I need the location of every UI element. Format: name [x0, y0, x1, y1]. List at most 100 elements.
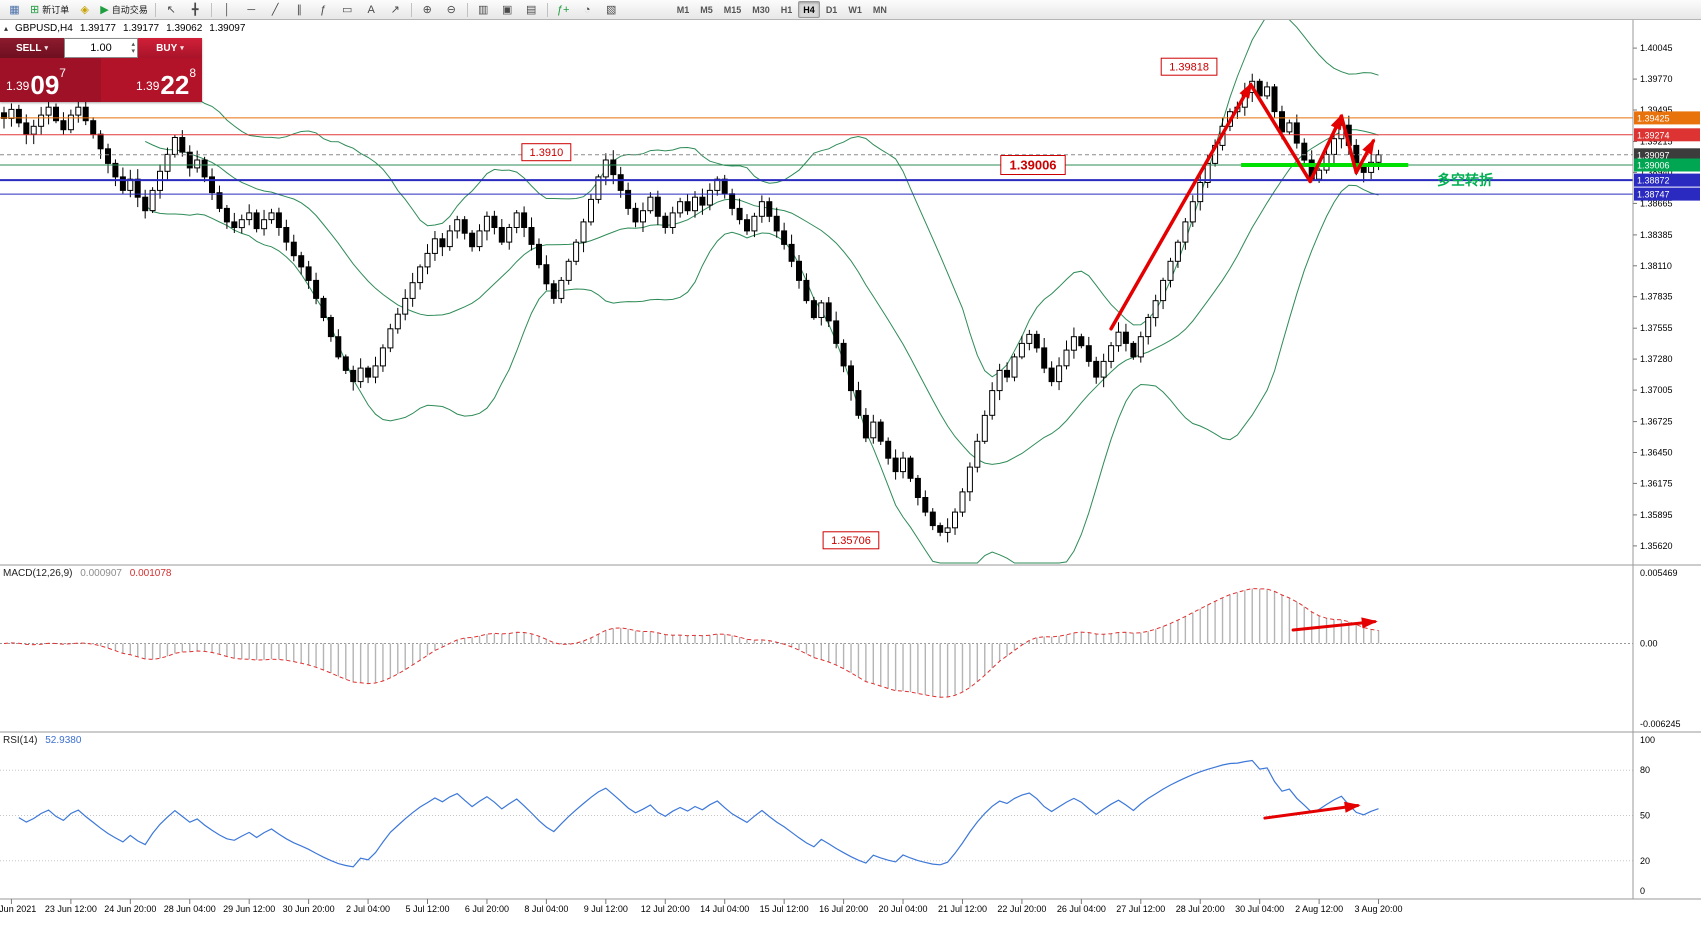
period-icon[interactable]: ◔ [576, 0, 599, 19]
sell-button[interactable]: SELL ▾ [0, 38, 64, 58]
svg-text:1.38940: 1.38940 [1640, 167, 1673, 177]
svg-text:22 Jun 2021: 22 Jun 2021 [0, 904, 36, 914]
macd-pane [0, 588, 1633, 698]
signals-icon: ◈ [80, 4, 89, 16]
cursor-icon: ↖ [166, 4, 176, 16]
ask-price[interactable]: 1.39 22 8 [101, 58, 202, 102]
vertical-line-icon[interactable]: │ [216, 0, 239, 19]
svg-text:-0.006245: -0.006245 [1640, 719, 1681, 729]
volume-input[interactable]: 1.00 ▴ ▾ [64, 38, 138, 58]
bid-price[interactable]: 1.39 09 7 [0, 58, 101, 102]
svg-text:1.38385: 1.38385 [1640, 230, 1673, 240]
chart-canvas[interactable]: 1.3910 1.39818 1.39006 1.35706 1.40045 1.3977… [0, 20, 1701, 939]
trade-panel-toggle-icon[interactable]: ▴ [4, 24, 9, 33]
trendline-icon[interactable]: ╱ [264, 0, 287, 19]
indicators-icon[interactable]: ƒ+ [552, 0, 575, 19]
svg-text:22 Jul 20:00: 22 Jul 20:00 [997, 904, 1046, 914]
axis-frame [0, 20, 1701, 900]
terminal-icon: ▦ [9, 4, 20, 16]
svg-text:14 Jul 04:00: 14 Jul 04:00 [700, 904, 749, 914]
svg-text:1.35895: 1.35895 [1640, 510, 1673, 520]
callout-box[interactable] [521, 143, 572, 162]
timeframe-d1[interactable]: D1 [825, 4, 838, 15]
svg-text:1.39818: 1.39818 [1169, 62, 1209, 74]
ask-price-head: 1.39 [136, 79, 160, 93]
timeframe-w1[interactable]: W1 [848, 4, 862, 15]
svg-text:30 Jul 04:00: 30 Jul 04:00 [1235, 904, 1284, 914]
cascade-windows-icon: ▣ [502, 4, 513, 16]
toolbar-separator [410, 2, 412, 17]
price-axis[interactable]: 1.40045 1.39770 1.39495 1.39215 1.38940 1.386… [1633, 43, 1681, 896]
text-icon[interactable]: A [360, 0, 383, 19]
toolbar-separator [154, 2, 156, 17]
svg-text:100: 100 [1640, 735, 1655, 745]
zoom-in-icon[interactable]: ⊕ [416, 0, 439, 19]
new-order-button[interactable]: ⊞ 新订单 [27, 0, 72, 19]
timeframe-m1[interactable]: M1 [676, 4, 690, 15]
svg-text:1.37005: 1.37005 [1640, 385, 1673, 395]
trend-arrows-layer[interactable] [1109, 82, 1376, 331]
fibonacci-icon[interactable]: ƒ [312, 0, 335, 19]
cursor-icon[interactable]: ↖ [160, 0, 183, 19]
tile-windows-icon[interactable]: ▥ [472, 0, 495, 19]
horizontal-lines-layer[interactable] [0, 117, 1633, 195]
autotrade-icon: ▶ [100, 4, 109, 16]
ohlc-low: 1.39062 [166, 23, 203, 34]
timeframe-m15[interactable]: M15 [723, 4, 742, 15]
one-click-trading-panel: SELL ▾ 1.00 ▴ ▾ BUY ▾ 1.39 09 7 1.39 22 8 [0, 38, 202, 102]
zoom-in-icon: ⊕ [422, 4, 432, 16]
cascade-windows-icon[interactable]: ▣ [496, 0, 519, 19]
crosshair-icon[interactable]: ╋ [184, 0, 207, 19]
svg-text:8 Jul 04:00: 8 Jul 04:00 [524, 904, 568, 914]
svg-text:9 Jul 12:00: 9 Jul 12:00 [584, 904, 628, 914]
volume-increase-icon[interactable]: ▴ [131, 41, 135, 48]
toolbar-separator [210, 2, 212, 17]
svg-text:1.39770: 1.39770 [1640, 74, 1673, 84]
timeframe-m5[interactable]: M5 [700, 4, 713, 15]
timeframe-h1[interactable]: H1 [780, 4, 793, 15]
volume-decrease-icon[interactable]: ▾ [131, 48, 135, 55]
signals-icon[interactable]: ◈ [73, 0, 96, 19]
svg-text:1.36175: 1.36175 [1640, 478, 1673, 488]
toolbar-separator [546, 2, 548, 17]
svg-text:12 Jul 20:00: 12 Jul 20:00 [641, 904, 690, 914]
bull-bear-turn-note[interactable]: 多空转折 [1437, 172, 1493, 188]
svg-text:30 Jun 20:00: 30 Jun 20:00 [283, 904, 335, 914]
price-callouts-layer[interactable]: 1.3910 1.39818 1.39006 1.35706 [521, 57, 1218, 550]
callout-box[interactable] [1000, 155, 1066, 175]
shapes-icon[interactable]: ▭ [336, 0, 359, 19]
terminal-icon[interactable]: ▦ [3, 0, 26, 19]
templates-icon[interactable]: ▧ [600, 0, 623, 19]
macd-signal-value: 0.001078 [129, 568, 172, 579]
callout-box[interactable] [822, 531, 880, 550]
timeframe-m30[interactable]: M30 [752, 4, 770, 15]
timeframe-bar: M1 M5 M15 M30 H1 H4 D1 W1 MN [672, 1, 892, 18]
horizontal-line-icon[interactable]: ─ [240, 0, 263, 19]
arrow-tool-icon[interactable]: ↗ [384, 0, 407, 19]
svg-text:0.00: 0.00 [1640, 639, 1658, 649]
new-order-button-label: 新订单 [42, 5, 70, 15]
vertical-line-icon: │ [223, 3, 231, 16]
timeframe-mn[interactable]: MN [872, 4, 887, 15]
arrange-windows-icon[interactable]: ▤ [520, 0, 543, 19]
main-toolbar: ▦ ⊞ 新订单 ◈ ▶ 自动交易 ↖ ╋ │ ─ ╱ ∥ ƒ ▭ A ↗ ⊕ ⊖ ▥ ▣ ▤ ƒ+ ◔ ▧ M1 M5 M15 M30… [0, 0, 1701, 20]
svg-text:1.38872: 1.38872 [1637, 176, 1670, 186]
svg-text:1.38665: 1.38665 [1640, 198, 1673, 208]
trendline-icon: ╱ [271, 4, 279, 16]
timeframe-h4[interactable]: H4 [798, 1, 820, 18]
buy-button[interactable]: BUY ▾ [138, 38, 202, 58]
sell-dropdown-icon[interactable]: ▾ [44, 45, 49, 52]
zoom-out-icon[interactable]: ⊖ [440, 0, 463, 19]
svg-text:1.39215: 1.39215 [1640, 137, 1673, 147]
equidistant-channel-icon[interactable]: ∥ [288, 0, 311, 19]
buy-dropdown-icon[interactable]: ▾ [180, 45, 184, 52]
rsi-value: 52.9380 [45, 735, 82, 746]
svg-text:20 Jul 04:00: 20 Jul 04:00 [879, 904, 928, 914]
fibonacci-icon: ƒ [320, 3, 327, 16]
volume-stepper[interactable]: ▴ ▾ [131, 41, 135, 55]
autotrade-button[interactable]: ▶ 自动交易 [97, 0, 150, 19]
svg-text:24 Jun 20:00: 24 Jun 20:00 [104, 904, 156, 914]
callout-box[interactable] [1160, 57, 1218, 76]
svg-text:2 Aug 12:00: 2 Aug 12:00 [1295, 904, 1343, 914]
time-axis[interactable]: 22 Jun 2021 23 Jun 12:00 24 Jun 20:00 28 Ju… [0, 899, 1403, 914]
